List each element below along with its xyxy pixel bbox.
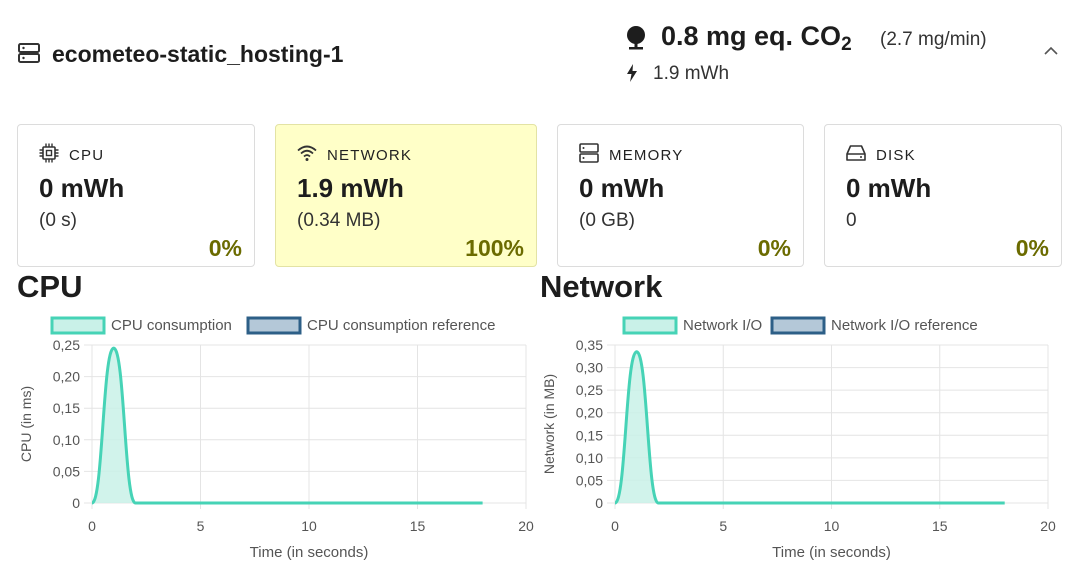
series-area bbox=[92, 348, 483, 503]
y-tick-label: 0,05 bbox=[576, 472, 603, 488]
network-chart: Network I/O Network I/O reference 0 0,05 0,1… bbox=[540, 310, 1062, 572]
x-tick-label: 0 bbox=[611, 518, 619, 534]
y-tick-label: 0,20 bbox=[576, 405, 603, 421]
disk-icon bbox=[846, 145, 866, 161]
card-percentage: 100% bbox=[465, 235, 524, 261]
x-tick-label: 10 bbox=[824, 518, 840, 534]
card-label: DISK bbox=[876, 147, 916, 164]
y-tick-label: 0,25 bbox=[53, 337, 80, 353]
cpu-chart-svg: CPU consumption CPU consumption reference… bbox=[18, 316, 534, 561]
x-tick-label: 5 bbox=[197, 518, 205, 534]
x-tick-label: 10 bbox=[301, 518, 317, 534]
co2-total: 0.8 mg eq. CO2 bbox=[661, 21, 852, 55]
network-card[interactable]: NETWORK 1.9 mWh (0.34 MB) 100% bbox=[275, 124, 537, 267]
legend-label-reference[interactable]: Network I/O reference bbox=[831, 317, 978, 334]
series-line bbox=[613, 350, 1005, 505]
y-tick-label: 0,10 bbox=[53, 432, 80, 448]
card-label: MEMORY bbox=[609, 147, 684, 164]
y-tick-label: 0,05 bbox=[53, 463, 80, 479]
card-label: CPU bbox=[69, 147, 105, 164]
card-value: 0 mWh bbox=[846, 173, 932, 203]
card-value: 1.9 mWh bbox=[297, 173, 404, 203]
y-tick-label: 0,15 bbox=[576, 427, 603, 443]
x-tick-label: 20 bbox=[1040, 518, 1056, 534]
co2-rate: (2.7 mg/min) bbox=[880, 29, 987, 50]
network-section-title: Network bbox=[540, 269, 663, 304]
card-percentage: 0% bbox=[757, 235, 791, 261]
server-icon bbox=[18, 43, 40, 63]
y-tick-label: 0,15 bbox=[53, 400, 80, 416]
legend-swatch-series[interactable] bbox=[50, 316, 106, 335]
card-value: 0 mWh bbox=[579, 173, 665, 203]
y-tick-label: 0,25 bbox=[576, 382, 603, 398]
energy-total: 1.9 mWh bbox=[653, 63, 730, 84]
y-tick-label: 0,35 bbox=[576, 337, 603, 353]
x-axis-title: Time (in seconds) bbox=[250, 544, 369, 561]
memory-icon bbox=[579, 143, 599, 163]
card-percentage: 0% bbox=[1015, 235, 1049, 261]
tree-icon bbox=[627, 26, 645, 50]
legend-swatch-reference[interactable] bbox=[770, 316, 826, 335]
cpu-section-title: CPU bbox=[17, 269, 83, 304]
card-subvalue: 0 bbox=[846, 210, 857, 231]
disk-card[interactable]: DISK 0 mWh 0 0% bbox=[824, 124, 1062, 267]
card-subvalue: (0 s) bbox=[39, 210, 77, 231]
card-subvalue: (0 GB) bbox=[579, 210, 635, 231]
cpu-chart: CPU consumption CPU consumption reference… bbox=[17, 310, 537, 572]
network-chart-svg: Network I/O Network I/O reference 0 0,05 0,1… bbox=[541, 316, 1056, 561]
legend-label-series[interactable]: CPU consumption bbox=[111, 317, 232, 334]
x-tick-label: 20 bbox=[518, 518, 534, 534]
y-tick-label: 0,20 bbox=[53, 369, 80, 385]
y-axis-title: CPU (in ms) bbox=[18, 386, 34, 462]
x-tick-label: 0 bbox=[88, 518, 96, 534]
card-subvalue: (0.34 MB) bbox=[297, 210, 381, 231]
wifi-icon bbox=[297, 145, 317, 161]
legend-label-reference[interactable]: CPU consumption reference bbox=[307, 317, 495, 334]
bolt-icon bbox=[627, 64, 637, 82]
chevron-up-icon[interactable] bbox=[1043, 45, 1059, 57]
y-tick-label: 0 bbox=[72, 495, 80, 511]
legend-label-series[interactable]: Network I/O bbox=[683, 317, 762, 334]
series-line bbox=[90, 346, 483, 505]
legend-swatch-series[interactable] bbox=[622, 316, 678, 335]
memory-card[interactable]: MEMORY 0 mWh (0 GB) 0% bbox=[557, 124, 804, 267]
x-tick-label: 15 bbox=[932, 518, 948, 534]
x-tick-label: 15 bbox=[410, 518, 426, 534]
y-tick-label: 0,30 bbox=[576, 360, 603, 376]
x-axis-title: Time (in seconds) bbox=[772, 544, 891, 561]
x-tick-label: 5 bbox=[719, 518, 727, 534]
card-percentage: 0% bbox=[208, 235, 242, 261]
cpu-card[interactable]: CPU 0 mWh (0 s) 0% bbox=[17, 124, 255, 267]
project-header: ecometeo-static_hosting-1 0.8 mg eq. CO2… bbox=[0, 0, 1075, 110]
host-name: ecometeo-static_hosting-1 bbox=[52, 41, 344, 67]
card-label: NETWORK bbox=[327, 147, 413, 164]
legend-swatch-reference[interactable] bbox=[246, 316, 302, 335]
cpu-chip-icon bbox=[39, 143, 59, 163]
card-value: 0 mWh bbox=[39, 173, 125, 203]
y-axis-title: Network (in MB) bbox=[541, 374, 557, 474]
y-tick-label: 0,10 bbox=[576, 450, 603, 466]
y-tick-label: 0 bbox=[595, 495, 603, 511]
